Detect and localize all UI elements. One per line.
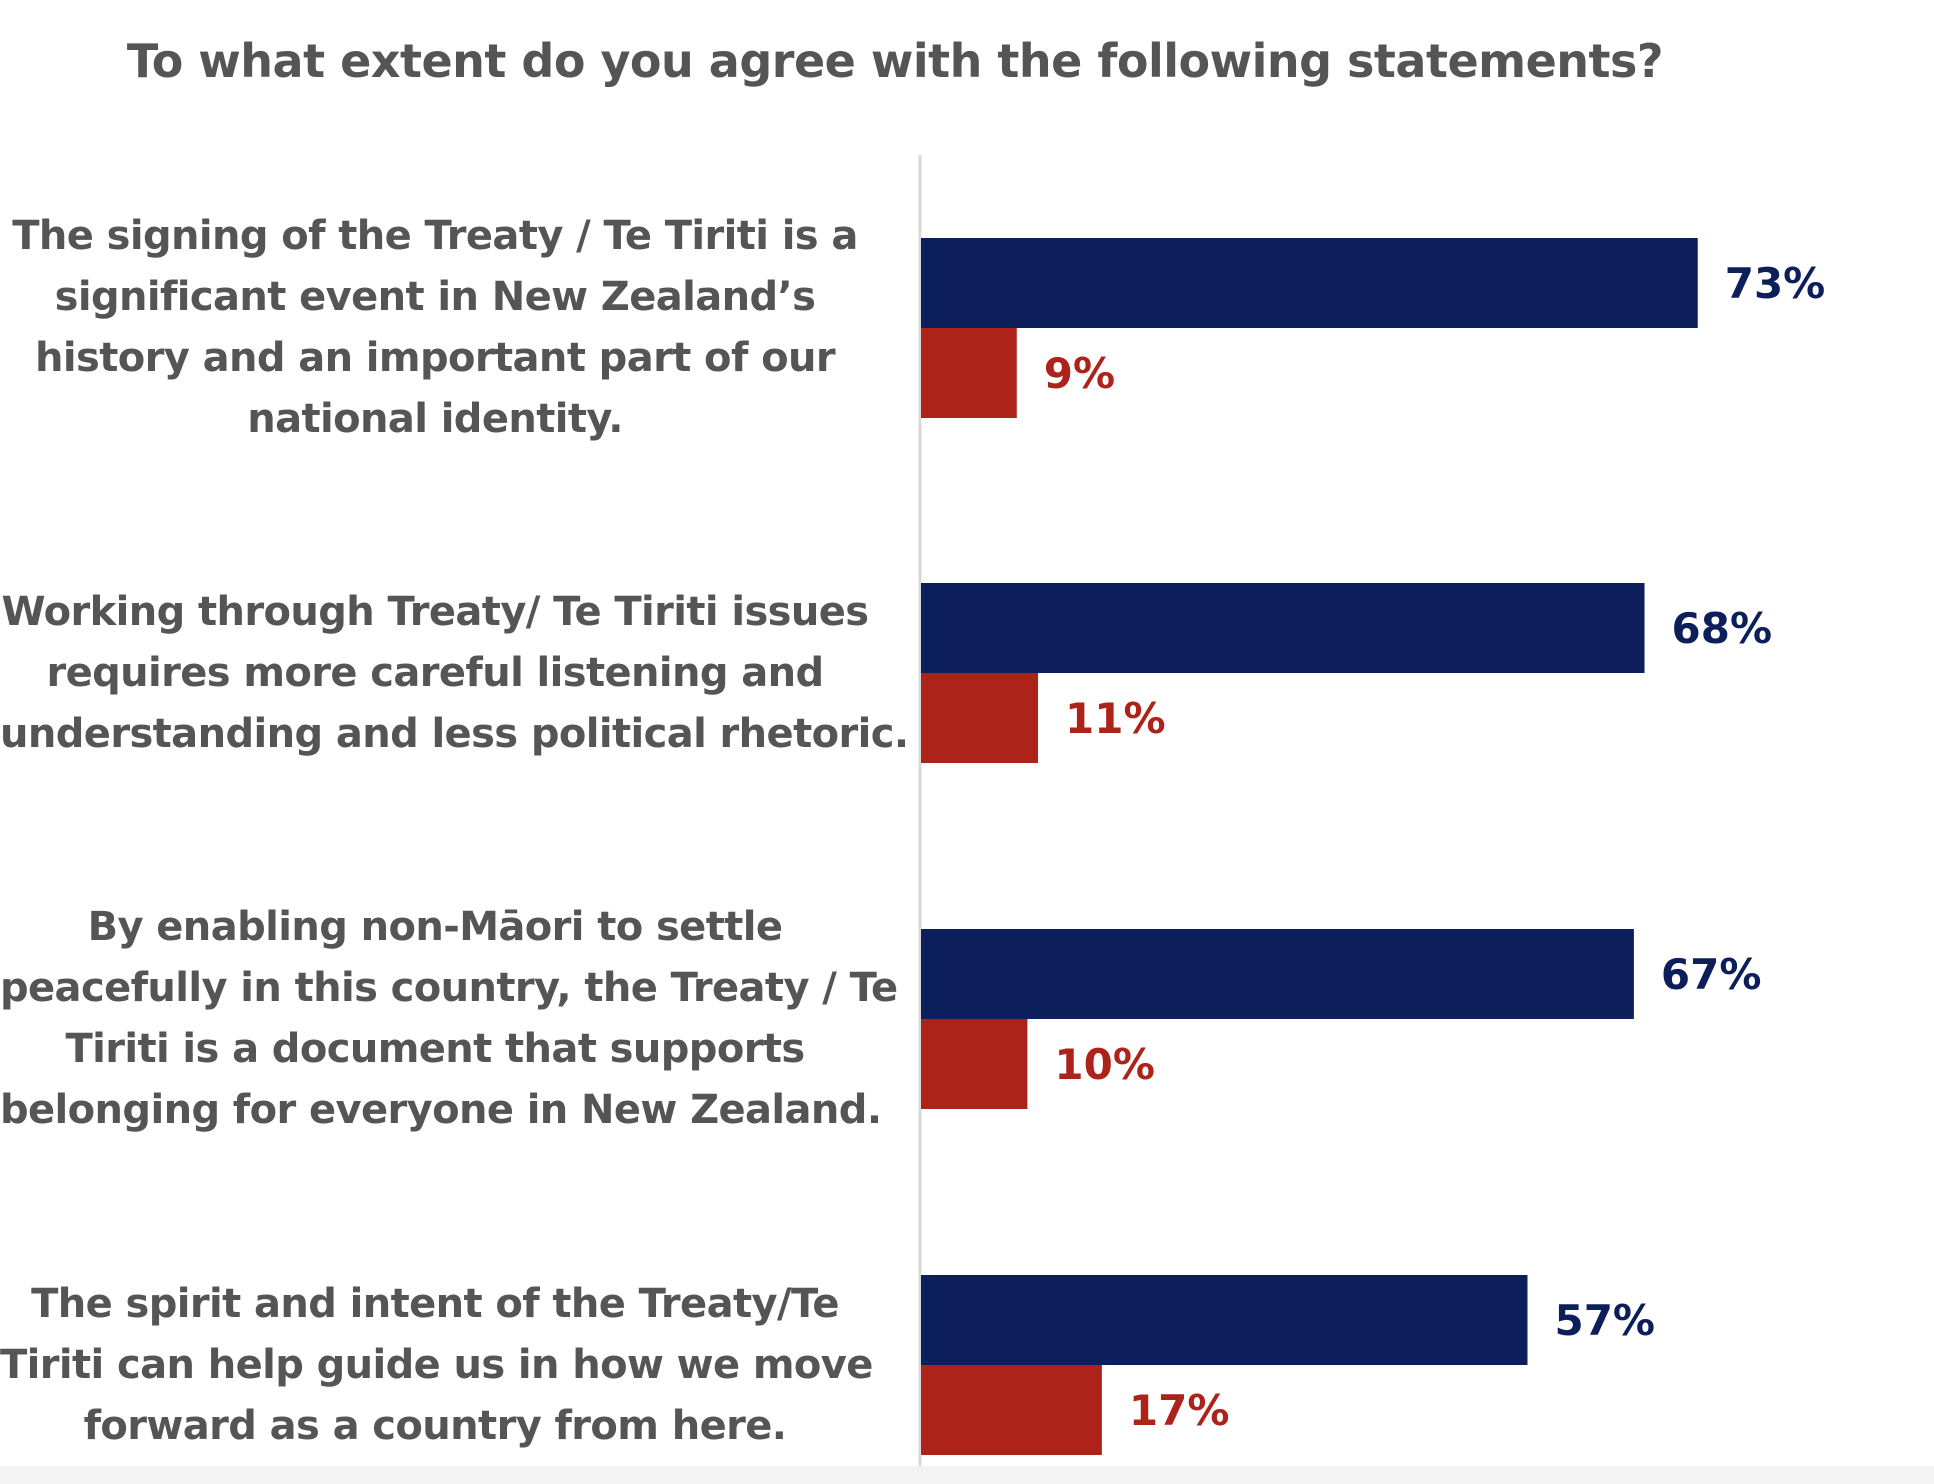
bottom-band <box>0 1466 1934 1484</box>
data-label-series1-category2: 68% <box>1672 604 1773 653</box>
category-label-line: Tiriti can help guide us in how we move <box>0 1341 873 1388</box>
category-label-line: forward as a country from here. <box>83 1402 787 1449</box>
category-label-line: The spirit and intent of the Treaty/Te <box>31 1280 839 1327</box>
category-label-line: The signing of the Treaty / Te Tiriti is… <box>12 213 858 259</box>
category-label-line: national identity. <box>247 396 623 442</box>
bar-series1-category1 <box>921 238 1698 328</box>
category-label-1: The signing of the Treaty / Te Tiriti is… <box>0 206 870 450</box>
category-label-line: history and an important part of our <box>35 335 836 381</box>
bar-series2-category3 <box>921 1019 1028 1109</box>
category-label-4: The spirit and intent of the Treaty/Te Ti… <box>0 1274 873 1457</box>
category-label-line: By enabling non-Māori to settle <box>87 904 783 950</box>
data-label-series1-category4: 57% <box>1554 1296 1655 1345</box>
data-label-series2-category4: 17% <box>1129 1386 1230 1435</box>
category-label-line: peacefully in this country, the Treaty /… <box>0 965 898 1011</box>
data-label-series2-category2: 11% <box>1065 694 1166 743</box>
data-label-series2-category1: 9% <box>1044 349 1115 398</box>
category-label-line: belonging for everyone in New Zealand. <box>0 1087 882 1133</box>
bar-series1-category3 <box>921 929 1634 1019</box>
category-label-3: By enabling non-Māori to settle peacefull… <box>0 897 898 1141</box>
bar-series2-category1 <box>921 328 1017 418</box>
bar-series1-category2 <box>921 583 1645 673</box>
category-label-line: requires more careful listening and <box>46 649 824 696</box>
bar-series2-category2 <box>921 673 1039 763</box>
bar-series2-category4 <box>921 1365 1102 1455</box>
data-label-series2-category3: 10% <box>1054 1040 1155 1089</box>
category-label-line: significant event in New Zealand’s <box>54 274 816 320</box>
category-label-line: Working through Treaty/ Te Tiriti issues <box>1 588 870 635</box>
category-label-line: Tiriti is a document that supports <box>65 1026 805 1072</box>
category-label-line: understanding and less political rhetori… <box>0 710 909 757</box>
data-label-series1-category3: 67% <box>1661 950 1762 999</box>
chart-title: To what extent do you agree with the fol… <box>126 34 1664 88</box>
bar-series1-category4 <box>921 1275 1528 1365</box>
category-label-2: Working through Treaty/ Te Tiriti issues… <box>0 582 909 765</box>
data-label-series1-category1: 73% <box>1725 259 1826 308</box>
